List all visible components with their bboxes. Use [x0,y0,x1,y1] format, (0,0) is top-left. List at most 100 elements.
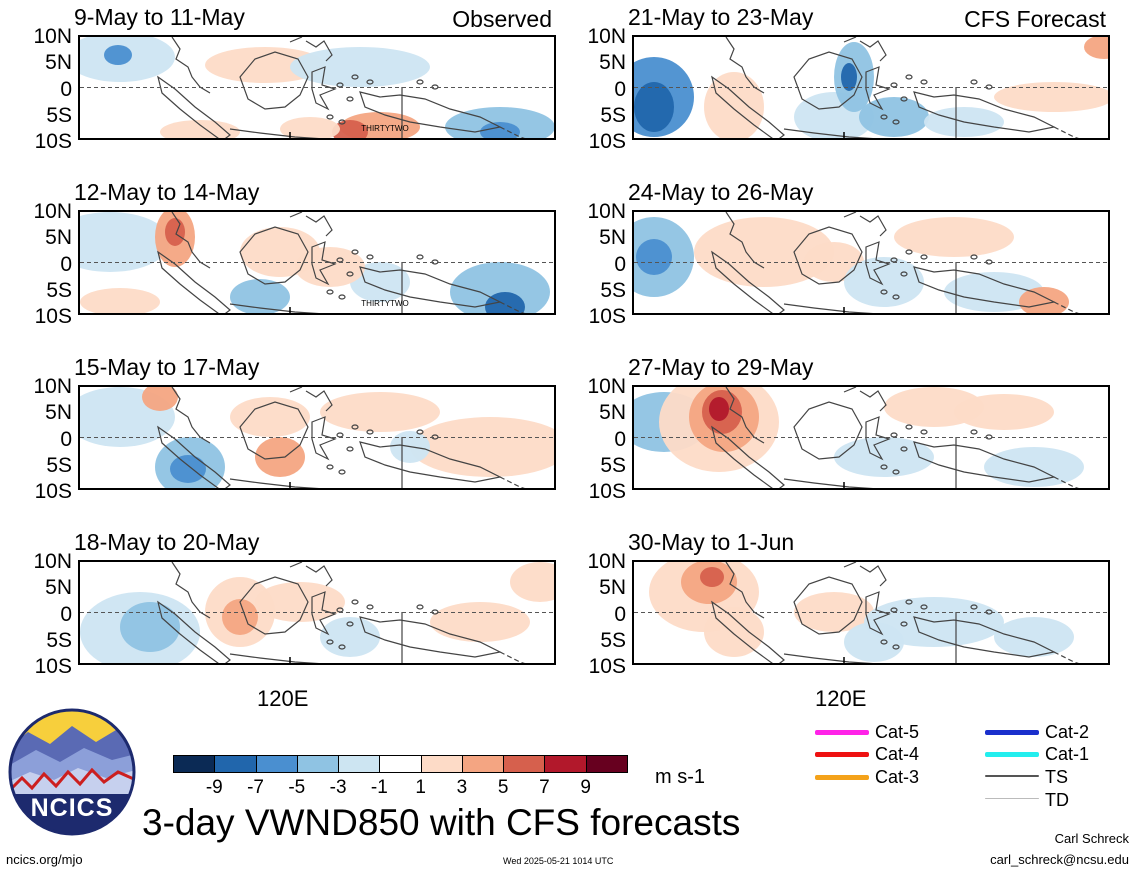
y-tick-label: 5N [599,401,626,425]
anomaly-contour [704,607,764,657]
anomaly-contour [709,397,729,421]
anomaly-contour [954,394,1054,430]
y-tick-label: 5N [45,401,72,425]
legend-label: Cat-3 [875,767,920,787]
footer-url[interactable]: ncics.org/mjo [6,852,83,867]
logo-text: NCICS [30,794,114,822]
anomaly-contour [320,392,440,432]
anomaly-contour [295,247,365,287]
anomaly-contour [636,239,672,275]
anomaly-contour [120,602,180,652]
anomaly-contour [142,387,178,411]
colorbar-swatch [296,755,340,773]
anomaly-map: THIRTYTWO [78,35,556,140]
y-tick-label: 10S [588,305,626,328]
y-tick-label: 10N [33,550,72,573]
colorbar-tick: 3 [456,777,468,798]
y-tick-label: 5S [600,453,626,477]
colorbar-tick: -5 [288,777,306,798]
colorbar-swatch [544,755,587,773]
colorbar-tick: 9 [580,777,591,798]
anomaly-contour [894,217,1014,257]
anomaly-contour [350,262,410,302]
x-axis-label-left: 120E [257,686,309,711]
y-tick-label: 0 [60,427,72,451]
anomaly-contour [485,292,525,313]
y-tick-label: 5N [45,226,72,250]
y-tick-label: 0 [60,77,72,101]
anomaly-map: THIRTYTWO [78,210,556,315]
panel-title: 24-May to 26-May [628,179,814,205]
colorbar-tick: 1 [415,777,426,798]
colorbar-swatch [214,755,257,773]
colorbar-tick: -3 [329,777,347,798]
anomaly-map [632,385,1110,490]
y-tick-label: 10N [587,375,626,398]
anomaly-map [78,560,556,665]
anomaly-contour [80,288,160,313]
legend-label: TS [1045,767,1069,787]
anomaly-map [632,560,1110,665]
y-tick-label: 10S [34,480,72,503]
y-tick-label: 0 [614,602,626,626]
anomaly-contour [165,218,185,246]
footer-email[interactable]: carl_schreck@ncsu.edu [990,852,1129,867]
anomaly-contour [700,567,724,587]
legend-label: TD [1045,790,1069,810]
y-tick-label: 10N [33,25,72,48]
colorbar-tick: -9 [205,777,223,798]
legend-label: Cat-5 [875,722,920,742]
legend-label: Cat-1 [1045,744,1090,764]
anomaly-contour [510,562,554,602]
anomaly-contour [430,602,530,642]
y-tick-label: 0 [614,252,626,276]
y-tick-label: 5N [599,226,626,250]
anomaly-contour [222,599,258,635]
y-tick-label: 5S [46,278,72,302]
anomaly-contour [994,82,1108,112]
main-title: 3-day VWND850 with CFS forecasts [142,802,741,843]
anomaly-contour [170,455,206,483]
y-tick-label: 10S [34,305,72,328]
storm-label: THIRTYTWO [361,299,408,308]
y-tick-label: 0 [60,252,72,276]
y-tick-label: 5S [600,628,626,652]
panel-title: 9-May to 11-May [74,4,245,30]
y-tick-label: 5S [46,453,72,477]
colorbar-tick: -7 [247,777,264,798]
panel-tag: CFS Forecast [964,6,1106,32]
y-tick-label: 10N [587,200,626,223]
y-tick-label: 0 [60,602,72,626]
anomaly-contour [841,63,857,91]
y-tick-label: 0 [614,427,626,451]
y-tick-label: 10S [588,130,626,153]
legend-line [815,730,869,735]
y-tick-label: 5N [599,51,626,75]
anomaly-contour [844,257,924,307]
footer-author: Carl Schreck [1054,831,1129,846]
colorbar-swatch [173,755,216,773]
anomaly-contour [1084,37,1108,59]
y-tick-label: 10N [33,375,72,398]
legend-line [985,775,1039,777]
anomaly-contour [694,217,834,287]
y-tick-label: 10N [33,200,72,223]
y-tick-label: 10S [588,480,626,503]
y-tick-label: 10S [34,130,72,153]
anomaly-contour [834,437,934,477]
anomaly-contour [230,279,290,313]
legend-line [985,752,1039,757]
legend-label: Cat-4 [875,744,920,764]
colorbar-swatch [255,755,298,773]
anomaly-contour [80,212,170,272]
panel-title: 27-May to 29-May [628,354,814,380]
legend-line [815,775,869,780]
anomaly-contour [994,617,1074,657]
y-tick-label: 5S [46,628,72,652]
anomaly-contour [320,617,380,657]
x-axis-label-right: 120E [815,686,867,711]
anomaly-contour [290,47,430,87]
footer-timestamp: Wed 2025-05-21 1014 UTC [503,856,614,866]
colorbar-swatch [379,755,422,773]
y-tick-label: 5S [600,103,626,127]
